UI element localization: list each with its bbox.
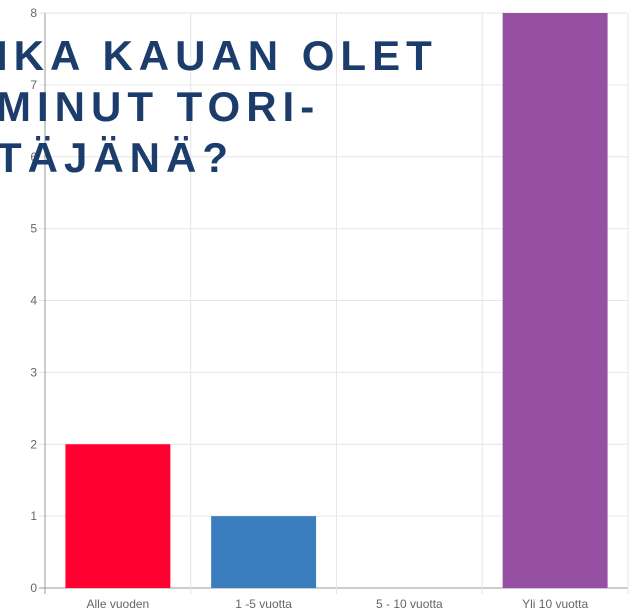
title-line: IKA KAUAN OLET (0, 32, 438, 79)
bar (211, 516, 317, 588)
y-tick-label: 5 (30, 222, 37, 236)
y-tick-label: 1 (30, 509, 37, 523)
y-tick-label: 8 (30, 6, 37, 20)
x-tick-label: Alle vuoden (87, 597, 150, 611)
y-tick-label: 4 (30, 294, 37, 308)
bar (502, 13, 608, 588)
y-tick-label: 6 (30, 150, 37, 164)
y-tick-label: 7 (30, 78, 37, 92)
title-line: MINUT TORI- (0, 83, 320, 130)
y-tick-label: 0 (30, 581, 37, 595)
y-tick-label: 3 (30, 365, 37, 379)
x-tick-label: 1 -5 vuotta (235, 597, 292, 611)
bar (65, 444, 171, 588)
x-tick-label: 5 - 10 vuotta (376, 597, 443, 611)
x-tick-label: Yli 10 vuotta (522, 597, 588, 611)
y-tick-label: 2 (30, 437, 37, 451)
marks (65, 13, 608, 588)
title-line: TÄJÄNÄ? (0, 134, 234, 181)
